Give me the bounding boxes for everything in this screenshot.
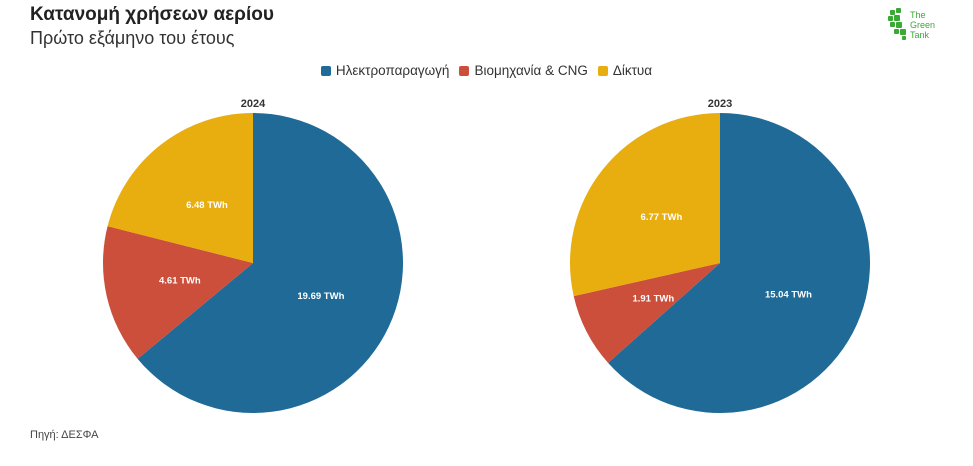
legend-item-power[interactable]: Ηλεκτροπαραγωγή [320, 63, 450, 78]
pie-slice-label: 19.69 TWh [297, 291, 344, 302]
pie-title: 2024 [241, 98, 266, 110]
pie-slice-0[interactable] [137, 113, 404, 413]
source-note: Πηγή: ΔΕΣΦΑ [30, 429, 99, 441]
pie-charts: 2024 19.69 TWh 4.61 TWh 6.48 TWh 2023 15.04 T… [102, 98, 870, 413]
logo-text-3: Tank [910, 30, 930, 40]
chart-legend: Ηλεκτροπαραγωγή Βιομηχανία & CNG Δίκτυα [0, 63, 973, 78]
chart-title: Κατανομή χρήσεων αερίου [30, 4, 274, 25]
pie-slice-1[interactable] [102, 226, 253, 359]
legend-label-industry: Βιομηχανία & CNG [474, 63, 588, 78]
green-tank-logo-icon: The Green Tank [888, 8, 935, 40]
legend-swatch-industry [459, 65, 470, 76]
legend-swatch-power [320, 65, 331, 76]
pie-title: 2023 [708, 98, 732, 110]
legend-label-power: Ηλεκτροπαραγωγή [335, 63, 450, 78]
pie-slice-label: 15.04 TWh [765, 290, 812, 301]
pie-slice-1[interactable] [573, 263, 720, 363]
pie-slice-0[interactable] [608, 113, 870, 413]
pie-chart-2024: 2024 19.69 TWh 4.61 TWh 6.48 TWh [102, 98, 404, 413]
pie-slice-label: 1.91 TWh [632, 293, 674, 304]
legend-label-networks: Δίκτυα [612, 63, 653, 78]
pie-slice-label: 6.77 TWh [641, 212, 683, 223]
legend-item-industry[interactable]: Βιομηχανία & CNG [459, 63, 588, 78]
chart-subtitle: Πρώτο εξάμηνο του έτους [30, 28, 235, 48]
pie-slice-2[interactable] [107, 113, 253, 263]
logo-text-2: Green [910, 20, 935, 30]
pie-slice-label: 4.61 TWh [159, 276, 201, 287]
pie-slice-2[interactable] [570, 113, 720, 297]
legend-item-networks[interactable]: Δίκτυα [597, 63, 653, 78]
pie-slice-label: 6.48 TWh [186, 200, 228, 211]
pie-chart-2023: 2023 15.04 TWh 1.91 TWh 6.77 TWh [570, 98, 870, 413]
legend-swatch-networks [597, 65, 608, 76]
logo-text-1: The [910, 10, 926, 20]
